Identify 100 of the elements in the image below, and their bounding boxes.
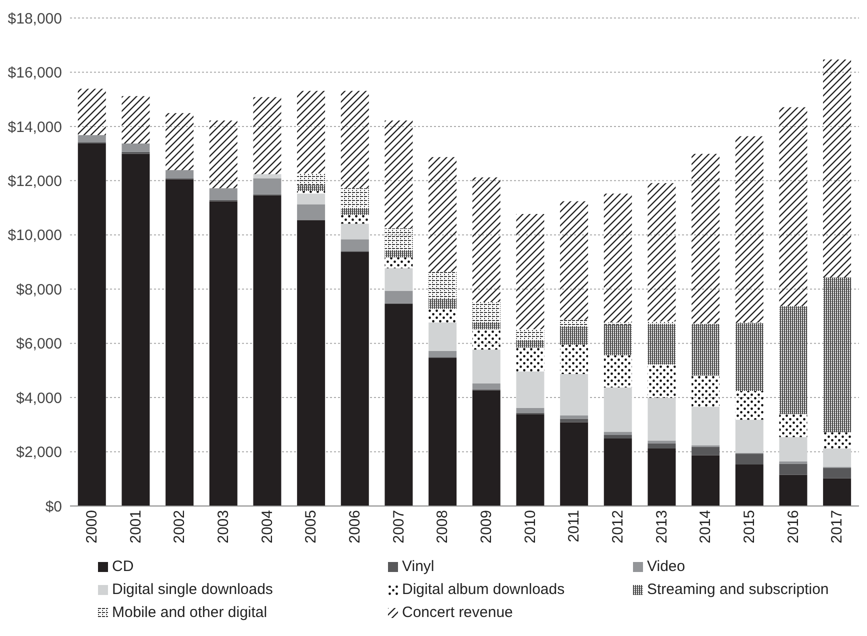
bar [78,88,106,136]
bar [472,329,500,350]
bar [297,204,326,220]
legend-label: Concert revenue [402,604,513,621]
bar [253,174,282,178]
bar [560,374,588,416]
bar [384,291,413,304]
bar [692,376,720,407]
bar [340,90,369,188]
y-tick-label: $8,000 [16,281,62,298]
bar [692,446,720,456]
bar [779,107,808,306]
bar [604,355,632,388]
bar [560,344,588,374]
bar [297,173,326,186]
bar [779,474,808,506]
bar [823,468,852,478]
bar [735,454,764,465]
legend-label: Video [647,558,686,575]
bar [516,408,544,413]
bar [516,329,544,340]
bar [384,228,413,250]
bar [122,154,150,506]
bar [604,322,632,325]
bar [428,358,457,506]
bar [560,422,588,506]
x-tick-label: 2015 [741,510,758,544]
x-tick-label: 2004 [258,510,276,544]
x-tick-label: 2005 [302,510,320,544]
y-tick-label: $14,000 [8,118,62,136]
bar [384,304,413,506]
x-tick-label: 2001 [127,510,144,544]
x-tick-label: 2003 [215,510,232,544]
bar [340,239,369,252]
bar [692,154,720,324]
bar [560,201,588,320]
x-tick-label: 2013 [653,510,670,544]
bar [297,90,326,174]
bar [297,220,326,506]
bar [648,183,676,322]
bar [78,135,106,142]
x-tick-label: 2010 [522,510,539,544]
bar [472,390,500,506]
bar [340,224,369,240]
bar [823,277,852,432]
bar [779,306,808,414]
bar [779,414,808,438]
bar [648,448,676,506]
bar [428,350,457,358]
bar [648,324,676,364]
bar [340,252,369,506]
bar [78,144,106,506]
bar [823,432,852,449]
x-tick-label: 2000 [84,510,101,544]
legend-label: Mobile and other digital [112,604,268,621]
bar [166,170,194,178]
bar [209,201,238,506]
legend-label: Streaming and subscription [647,581,829,598]
x-tick-label: 2017 [828,510,846,544]
bar [340,188,369,208]
bar [122,96,150,144]
legend-label: Vinyl [402,558,434,575]
bar [340,214,369,224]
y-tick-label: $10,000 [8,227,62,244]
bar [604,194,632,322]
y-tick-label: $6,000 [16,336,62,353]
x-tick-label: 2006 [346,510,364,544]
bar [122,144,150,152]
bar [823,478,852,506]
bar [560,418,588,422]
bar [516,340,544,348]
bar [297,190,326,194]
bar [428,308,457,322]
y-tick-label: $18,000 [8,10,62,28]
bar [253,195,282,506]
bar [692,406,720,446]
bar [209,188,238,200]
y-tick-label: $16,000 [8,64,62,82]
bar [428,322,457,351]
bar [604,432,632,435]
bar [735,464,764,506]
bar [428,298,457,309]
x-tick-label: 2009 [478,510,496,544]
bar [472,322,500,330]
bar [823,448,852,467]
bar [297,194,326,204]
x-tick-label: 2014 [697,510,714,544]
bar [735,391,764,420]
bar [779,464,808,475]
bar [166,179,194,506]
bar [735,136,764,322]
legend-label: CD [112,558,134,575]
bar [253,178,282,194]
bar [823,59,852,278]
x-tick-label: 2012 [610,510,627,544]
bar [516,414,544,506]
bar [560,415,588,419]
bar [692,455,720,506]
bar [297,185,326,191]
bar [648,364,676,398]
